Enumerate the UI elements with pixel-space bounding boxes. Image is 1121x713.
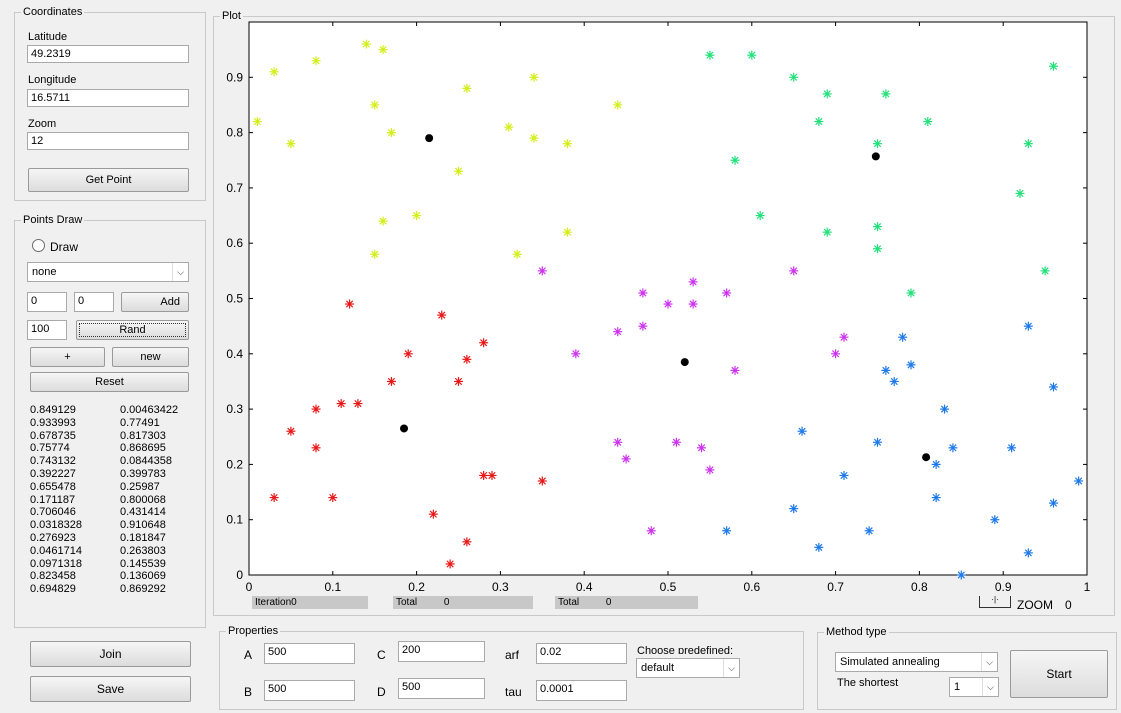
points-list-y: 0.00463422 0.77491 0.817303 0.868695 0.08443… xyxy=(120,404,178,596)
d-label: D xyxy=(377,685,386,699)
join-button[interactable]: Join xyxy=(30,641,191,667)
point-list-x-value: 0.823458 xyxy=(30,570,76,583)
point-list-x-value: 0.694829 xyxy=(30,583,76,596)
draw-radio[interactable] xyxy=(32,239,45,252)
point-list-y-value: 0.0844358 xyxy=(120,455,172,468)
point-list-y-value: 0.800068 xyxy=(120,493,166,506)
zoom-field[interactable]: 12 xyxy=(27,132,189,150)
zoom-label: Zoom xyxy=(28,118,57,130)
rand-button[interactable]: Rand xyxy=(76,320,189,340)
point-list-x-value: 0.655478 xyxy=(30,480,76,493)
point-list-y-value: 0.431414 xyxy=(120,506,166,519)
plot-legend: Plot xyxy=(222,10,241,22)
properties-legend: Properties xyxy=(228,625,279,637)
zoom-plot-value: 0 xyxy=(1065,598,1072,612)
reset-button[interactable]: Reset xyxy=(30,372,189,392)
points-list-x: 0.849129 0.933993 0.678735 0.75774 0.743132 0… xyxy=(30,404,82,596)
chevron-down-icon: ⌵ xyxy=(172,263,188,281)
method-select-value: Simulated annealing xyxy=(840,656,940,668)
predefined-label: Choose predefined: xyxy=(637,645,734,654)
method-select[interactable]: Simulated annealing ⌵ xyxy=(835,652,998,672)
properties-group: Properties xyxy=(219,625,804,710)
x-input[interactable]: 0 xyxy=(27,292,67,312)
predefined-select[interactable]: default ⌵ xyxy=(636,658,740,678)
point-list-x-value: 0.171187 xyxy=(30,493,76,506)
point-list-y-value: 0.868695 xyxy=(120,442,166,455)
total1-value: 0 xyxy=(443,597,450,608)
mode-select-value: none xyxy=(32,266,57,278)
point-list-y-value: 0.136069 xyxy=(120,570,166,583)
d-input[interactable]: 500 xyxy=(398,678,485,699)
point-list-x-value: 0.0461714 xyxy=(30,544,82,557)
point-list-x-value: 0.0971318 xyxy=(30,557,82,570)
latitude-field[interactable]: 49.2319 xyxy=(27,45,189,63)
total2-label: Total xyxy=(558,597,580,608)
points-draw-legend: Points Draw xyxy=(23,214,83,226)
longitude-label: Longitude xyxy=(28,74,77,86)
point-list-x-value: 0.678735 xyxy=(30,429,76,442)
mode-select[interactable]: none ⌵ xyxy=(27,262,189,282)
tau-label: tau xyxy=(505,685,522,699)
point-list-x-value: 0.276923 xyxy=(30,531,76,544)
a-label: A xyxy=(244,648,253,662)
point-list-x-value: 0.706046 xyxy=(30,506,76,519)
a-input[interactable]: 500 xyxy=(264,643,355,664)
total2-bar: Total 0 xyxy=(555,596,698,609)
point-list-y-value: 0.25987 xyxy=(120,480,160,493)
chevron-down-icon: ⌵ xyxy=(723,659,739,677)
point-list-y-value: 0.817303 xyxy=(120,429,166,442)
arf-label: arf xyxy=(505,648,520,662)
total1-bar: Total 0 xyxy=(393,596,533,609)
zoom-plot-label: ZOOM xyxy=(1017,598,1053,612)
shortest-select-value: 1 xyxy=(954,681,961,693)
shortest-select[interactable]: 1 ⌵ xyxy=(949,677,999,697)
plot-group: Plot xyxy=(213,10,1115,616)
draw-label: Draw xyxy=(50,240,79,254)
longitude-field[interactable]: 16.5711 xyxy=(27,89,189,107)
chevron-down-icon: ⌵ xyxy=(982,678,998,696)
add-button[interactable]: Add xyxy=(121,292,189,312)
start-button[interactable]: Start xyxy=(1010,650,1108,698)
point-list-x-value: 0.75774 xyxy=(30,442,70,455)
point-list-y-value: 0.00463422 xyxy=(120,404,179,416)
arf-input[interactable]: 0.02 xyxy=(536,643,627,664)
point-list-y-value: 0.145539 xyxy=(120,557,166,570)
c-input[interactable]: 200 xyxy=(398,641,485,662)
total2-value: 0 xyxy=(605,597,612,608)
point-list-y-value: 0.77491 xyxy=(120,416,160,429)
c-label: C xyxy=(377,648,386,662)
total1-label: Total xyxy=(396,597,418,608)
shortest-label: The shortest xyxy=(837,677,899,689)
predefined-select-value: default xyxy=(641,662,675,674)
y-input[interactable]: 0 xyxy=(74,292,114,312)
coordinates-legend: Coordinates xyxy=(23,6,83,18)
point-list-x-value: 0.392227 xyxy=(30,467,76,480)
point-list-x-value: 0.743132 xyxy=(30,455,76,468)
iteration-bar: Iteration0 xyxy=(252,596,368,609)
new-button[interactable]: new xyxy=(112,347,189,367)
latitude-label: Latitude xyxy=(28,31,68,43)
b-input[interactable]: 500 xyxy=(264,680,355,701)
tau-input[interactable]: 0.0001 xyxy=(536,680,627,701)
points-draw-group: Points Draw xyxy=(14,214,206,628)
b-label: B xyxy=(244,685,253,699)
point-list-x-value: 0.849129 xyxy=(30,404,76,416)
method-type-legend: Method type xyxy=(826,626,887,638)
get-point-button[interactable]: Get Point xyxy=(28,168,189,192)
chevron-down-icon: ⌵ xyxy=(981,653,997,671)
point-list-x-value: 0.933993 xyxy=(30,416,76,429)
method-type-group: Method type xyxy=(817,626,1117,710)
rand-count-input[interactable]: 100 xyxy=(27,320,67,340)
save-button[interactable]: Save xyxy=(30,676,191,702)
point-list-y-value: 0.263803 xyxy=(120,544,166,557)
point-list-y-value: 0.910648 xyxy=(120,519,166,532)
point-list-y-value: 0.181847 xyxy=(120,531,166,544)
point-list-x-value: 0.0318328 xyxy=(30,519,82,532)
point-list-y-value: 0.399783 xyxy=(120,467,166,480)
zoom-slider-icon[interactable]: ·|· xyxy=(979,596,1011,608)
iteration-label: Iteration0 xyxy=(255,597,297,608)
plus-button[interactable]: + xyxy=(30,347,105,367)
point-list-y-value: 0.869292 xyxy=(120,583,166,596)
coordinates-group: Coordinates xyxy=(14,6,206,201)
